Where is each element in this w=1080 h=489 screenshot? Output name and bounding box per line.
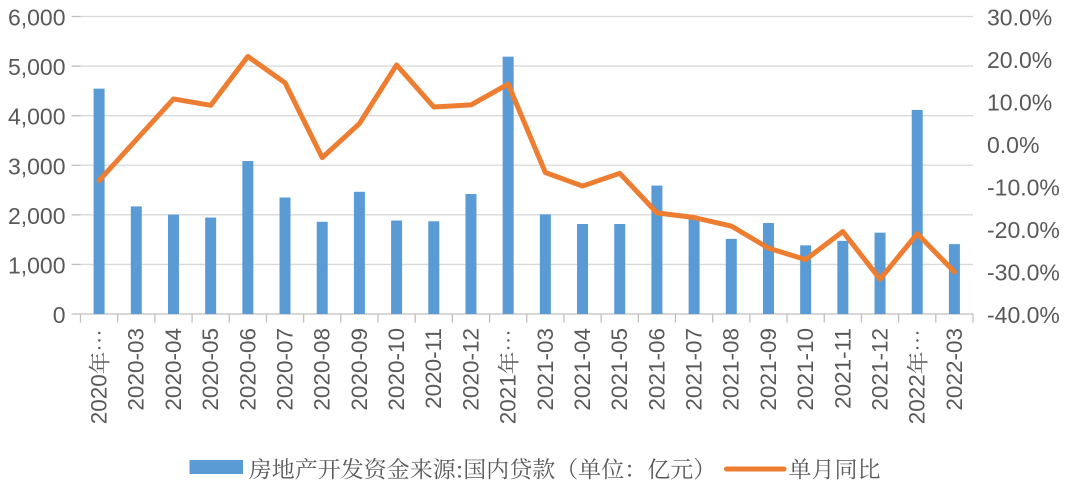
svg-text:2022: 2022 (905, 374, 930, 424)
svg-text:30.0%: 30.0% (987, 5, 1052, 31)
svg-text:10.0%: 10.0% (987, 90, 1052, 116)
svg-text:2021-04: 2021-04 (570, 328, 595, 411)
svg-text:5,000: 5,000 (8, 54, 66, 80)
svg-text:2020-12: 2020-12 (458, 328, 483, 411)
svg-text:-10.0%: -10.0% (987, 175, 1060, 201)
svg-text:2020-06: 2020-06 (235, 328, 260, 411)
svg-text:2020-11: 2020-11 (421, 328, 446, 409)
svg-text:0: 0 (53, 302, 66, 328)
svg-text:2020-05: 2020-05 (198, 328, 223, 411)
svg-text:-40.0%: -40.0% (987, 302, 1060, 328)
svg-text:2021-03: 2021-03 (533, 328, 558, 411)
svg-text:2021: 2021 (496, 374, 521, 424)
svg-text:2020-09: 2020-09 (347, 328, 372, 411)
svg-text:20.0%: 20.0% (987, 47, 1052, 73)
svg-text:4,000: 4,000 (8, 104, 66, 130)
svg-text:6,000: 6,000 (8, 5, 66, 31)
svg-text:2022-03: 2022-03 (942, 328, 967, 411)
svg-text:2021-12: 2021-12 (867, 328, 892, 411)
svg-text:2020-07: 2020-07 (272, 328, 297, 411)
svg-text:2020-04: 2020-04 (161, 328, 186, 411)
svg-text:2,000: 2,000 (8, 203, 66, 229)
svg-text:2020-03: 2020-03 (124, 328, 149, 411)
svg-text:2021-11: 2021-11 (830, 328, 855, 409)
svg-text:0.0%: 0.0% (987, 132, 1039, 158)
svg-text:2020-10: 2020-10 (384, 328, 409, 411)
svg-text:2020-08: 2020-08 (310, 328, 335, 411)
svg-text:2021-10: 2021-10 (793, 328, 818, 411)
svg-text:2020: 2020 (87, 374, 112, 424)
svg-text:3,000: 3,000 (8, 153, 66, 179)
svg-text:2021-09: 2021-09 (756, 328, 781, 411)
svg-text:1,000: 1,000 (8, 252, 66, 278)
svg-text:2021-08: 2021-08 (719, 328, 744, 411)
svg-text:-20.0%: -20.0% (987, 217, 1060, 243)
svg-text:-30.0%: -30.0% (987, 260, 1060, 286)
svg-text:2021-05: 2021-05 (607, 328, 632, 411)
svg-text:2021-06: 2021-06 (644, 328, 669, 411)
svg-text:2021-07: 2021-07 (682, 328, 707, 411)
